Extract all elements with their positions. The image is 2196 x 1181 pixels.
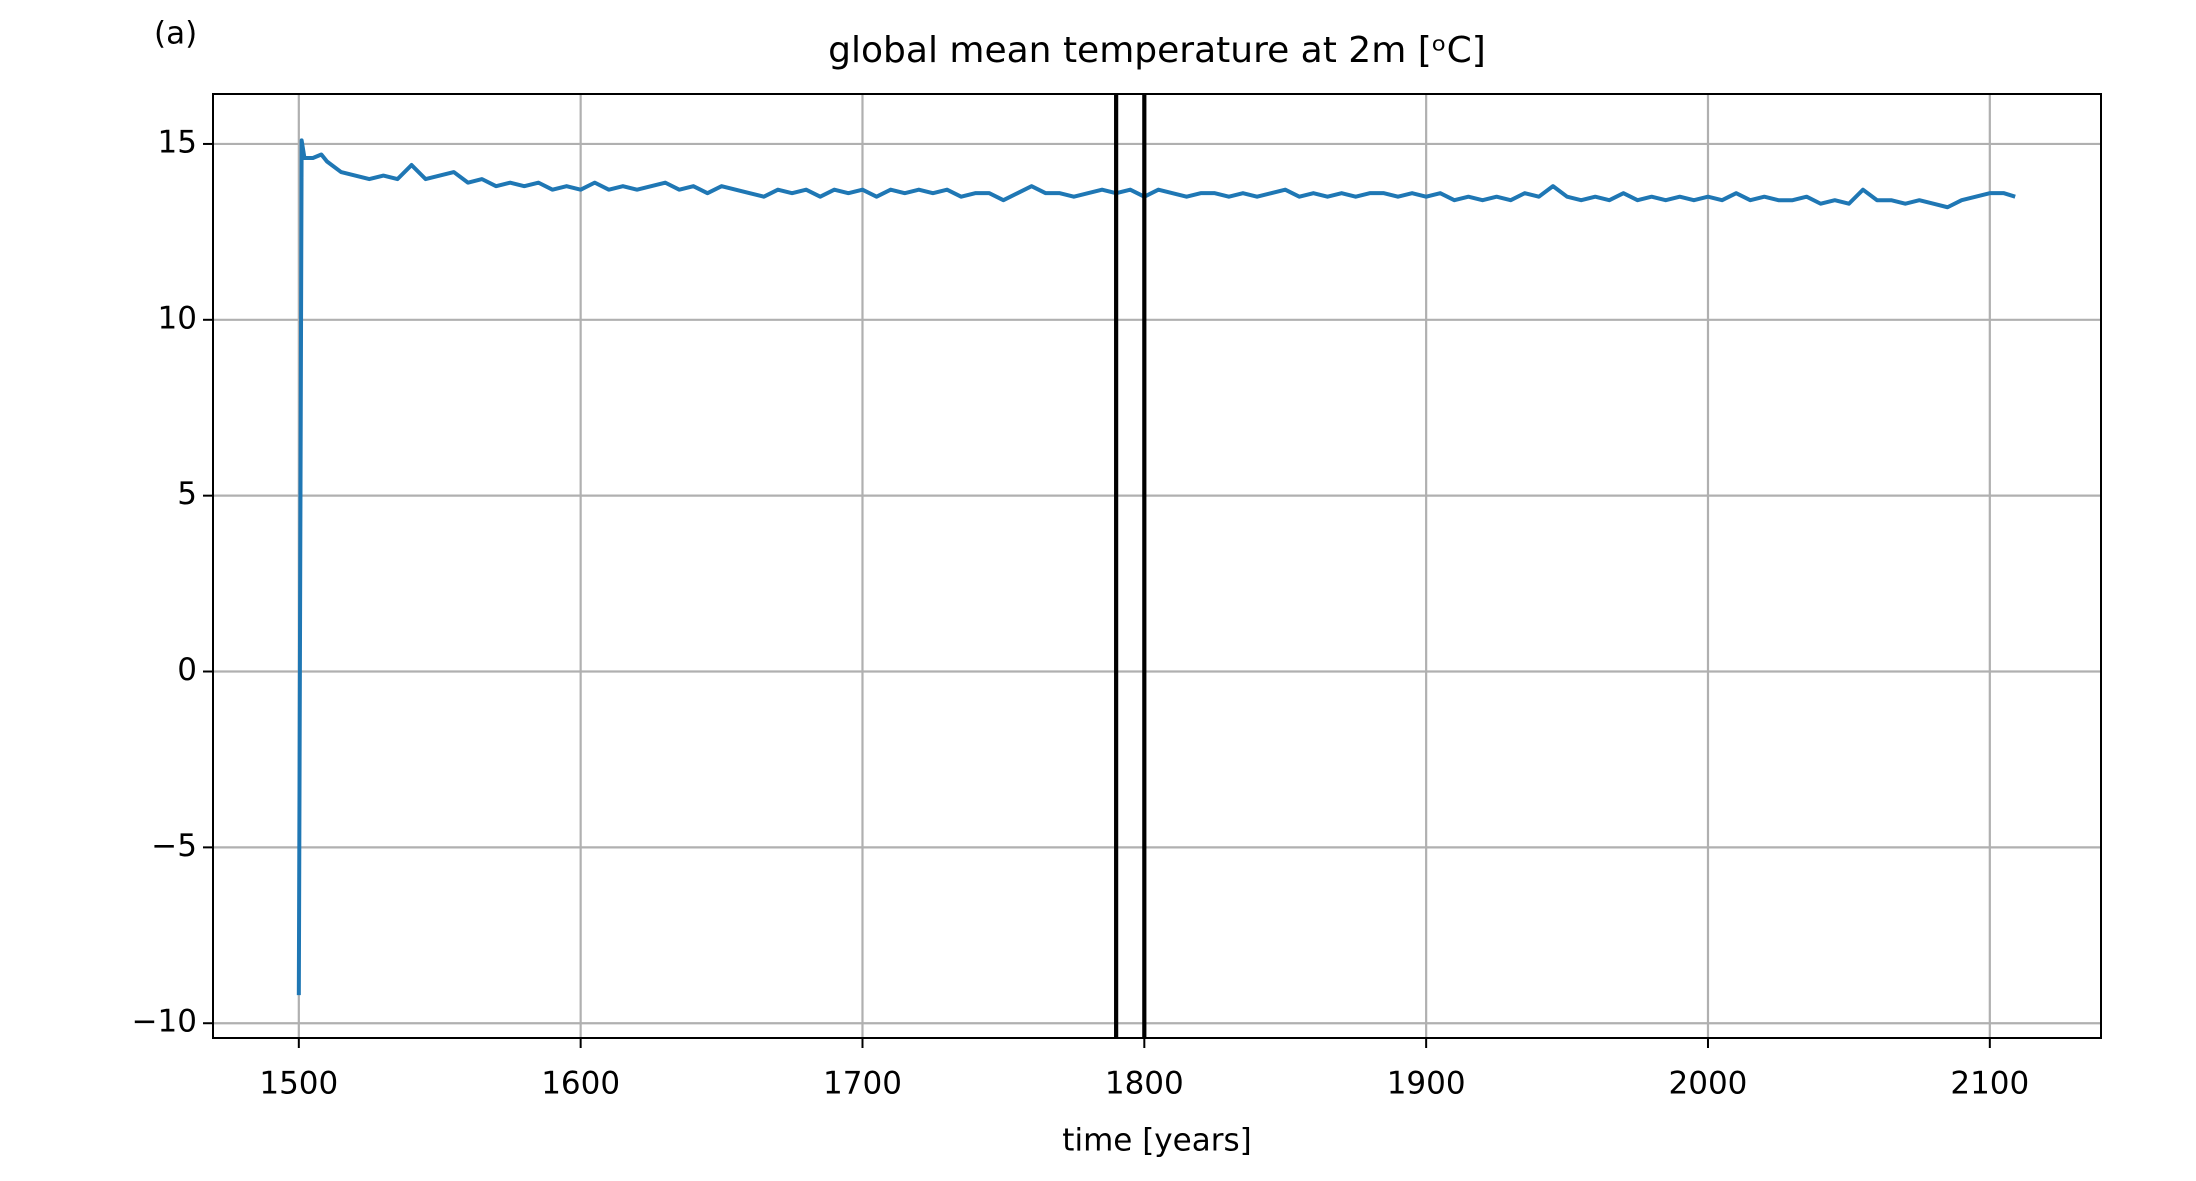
data-line — [296, 138, 2016, 996]
x-tick-label: 2100 — [1950, 1066, 2029, 1102]
x-tick-label: 2000 — [1669, 1066, 1748, 1102]
y-tick-label: 15 — [158, 124, 197, 160]
y-tick-label: −5 — [151, 828, 197, 864]
x-tick-label: 1500 — [259, 1066, 338, 1102]
y-tick-label: 0 — [177, 652, 197, 688]
chart-title: global mean temperature at 2m [ᵒC] — [828, 30, 1486, 71]
x-tick-label: 1600 — [541, 1066, 620, 1102]
x-tick-label: 1700 — [823, 1066, 902, 1102]
x-axis-label: time [years] — [1062, 1123, 1251, 1159]
y-tick-label: 10 — [158, 300, 197, 336]
plot-frame — [212, 93, 2102, 1039]
x-tick-label: 1900 — [1387, 1066, 1466, 1102]
panel-label: (a) — [154, 16, 197, 52]
x-tick-label: 1800 — [1105, 1066, 1184, 1102]
y-tick-label: −10 — [132, 1004, 197, 1040]
y-tick-label: 5 — [177, 476, 197, 512]
